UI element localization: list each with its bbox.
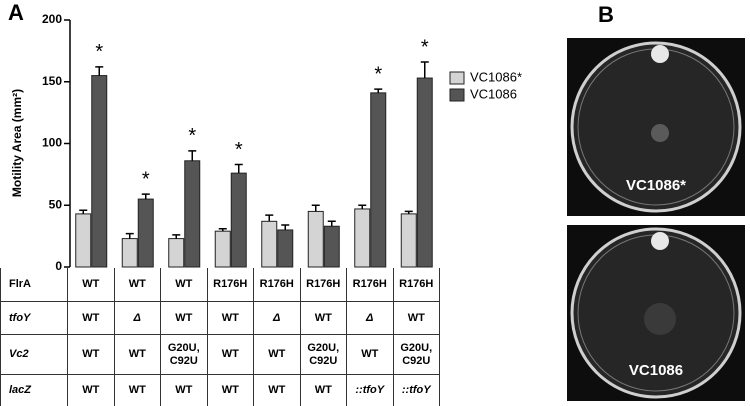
condition-table: FlrA WT WT WT R176H R176H R176H R176H R176H tfoY W…	[0, 268, 440, 406]
sticker	[651, 45, 669, 63]
photo-label: VC1086*	[626, 177, 686, 194]
table-cell: WT	[115, 375, 161, 406]
table-cell: WT	[161, 375, 208, 406]
bar	[261, 220, 278, 268]
table-cell: WT	[68, 375, 115, 406]
table-cell: WT	[300, 302, 347, 335]
table-cell: WT	[68, 335, 115, 375]
table-cell: WT	[68, 302, 115, 335]
y-tick-label: 200	[42, 12, 62, 26]
table-cell: Δ	[114, 302, 161, 335]
error-bar	[141, 193, 150, 200]
table-cell: R176H	[207, 268, 254, 302]
row-label: Vc2	[0, 335, 68, 375]
table-cell: ::tfoY	[347, 375, 394, 406]
bar	[137, 198, 154, 268]
legend-label: VC1086	[470, 86, 517, 101]
y-axis-label: Motility Area (mm²)	[10, 89, 24, 197]
error-bar	[172, 234, 181, 239]
table-cell: R176H	[254, 268, 301, 302]
significance-marker: *	[95, 41, 103, 63]
error-bar	[265, 214, 274, 222]
bar	[354, 208, 371, 268]
significance-marker: *	[142, 168, 150, 190]
panel-label: B	[598, 2, 614, 27]
sticker	[651, 232, 669, 250]
table-cell: WT	[161, 302, 208, 335]
table-cell: R176H	[347, 268, 394, 302]
error-bar	[218, 227, 227, 232]
error-bar	[420, 61, 429, 79]
row-label: tfoY	[0, 302, 68, 335]
bar	[370, 92, 387, 268]
table-cell: WT	[301, 375, 347, 406]
legend-label: VC1086*	[470, 69, 522, 84]
row-label: FlrA	[0, 268, 68, 302]
bar	[214, 230, 231, 268]
bar	[91, 75, 108, 268]
error-bar	[79, 209, 88, 214]
table-cell: G20U, C92U	[393, 335, 440, 375]
table-cell: WT	[254, 335, 301, 375]
photo-label: VC1086	[629, 362, 683, 379]
error-bar	[327, 220, 336, 227]
bar	[323, 225, 340, 268]
table-cell: WT	[254, 375, 301, 406]
table-cell: R176H	[393, 268, 440, 302]
error-bar	[234, 163, 243, 174]
table-cell: WT	[207, 335, 254, 375]
error-bar	[374, 88, 383, 93]
row-label: lacZ	[0, 375, 68, 406]
table-cell: G20U, C92U	[300, 335, 347, 375]
bar	[168, 238, 185, 268]
significance-marker: *	[374, 63, 382, 85]
bar	[400, 213, 417, 268]
y-tick-label: 100	[42, 136, 62, 150]
y-tick-label: 150	[42, 74, 62, 88]
y-tick-label: 0	[55, 259, 62, 273]
error-bar	[311, 204, 320, 212]
bar	[416, 77, 433, 268]
table-cell: WT	[347, 335, 394, 375]
bar	[75, 213, 92, 268]
table-cell: WT	[114, 268, 161, 302]
error-bar	[404, 210, 413, 214]
significance-marker: *	[188, 125, 196, 147]
panel-label: A	[8, 0, 24, 25]
table-cell: G20U, C92U	[161, 335, 208, 375]
table-cell: WT	[208, 375, 254, 406]
table-cell: WT	[207, 302, 254, 335]
significance-marker: *	[421, 36, 429, 58]
bar	[230, 172, 247, 268]
error-bar	[358, 204, 367, 209]
error-bar	[95, 66, 104, 76]
table-cell: Δ	[254, 302, 301, 335]
table-cell: WT	[114, 335, 161, 375]
significance-marker: *	[235, 139, 243, 161]
table-cell: R176H	[300, 268, 347, 302]
motility-spot	[644, 303, 676, 335]
error-bar	[188, 150, 197, 161]
bar	[184, 160, 201, 268]
table-cell: Δ	[347, 302, 394, 335]
table-cell: WT	[161, 268, 208, 302]
error-bar	[125, 232, 134, 239]
legend-swatch	[449, 88, 465, 102]
error-bar	[281, 224, 290, 230]
bar	[121, 238, 138, 268]
table-cell: WT	[393, 302, 440, 335]
table-cell: ::tfoY	[394, 375, 440, 406]
bar	[307, 210, 324, 268]
y-tick-label: 50	[49, 197, 63, 211]
table-cell: WT	[68, 268, 115, 302]
motility-spot	[651, 124, 669, 142]
legend-swatch	[449, 71, 465, 85]
bar	[277, 229, 294, 268]
